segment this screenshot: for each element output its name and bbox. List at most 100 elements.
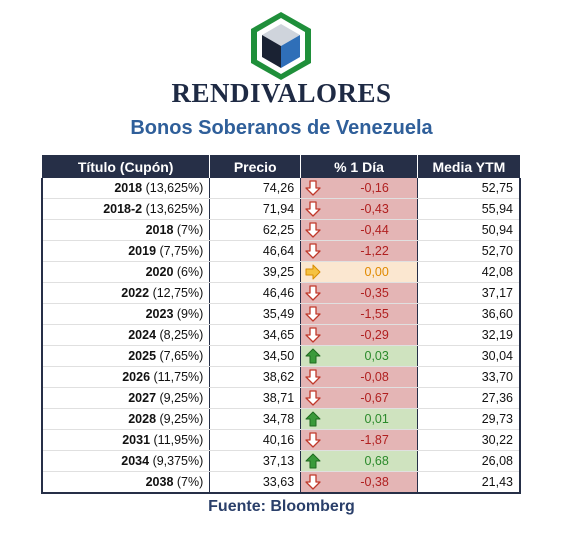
arrow-down-icon [305,369,321,385]
bond-year: 2023 [145,307,174,321]
bond-title-cell: 2024 (8,25%) [41,324,210,346]
bond-mean-ytm: 50,94 [416,219,521,241]
bond-coupon: (9,25%) [156,412,204,426]
bond-mean-ytm: 52,70 [416,240,521,262]
table-row: 2026 (11,75%) 38,62 -0,08 33,70 [41,366,521,388]
bond-change-cell: 0,01 [300,408,418,430]
bond-title-cell: 2018 (13,625%) [41,178,210,199]
bond-mean-ytm: 27,36 [416,387,521,409]
bond-change-value: -0,44 [360,223,389,237]
bond-title-cell: 2031 (11,95%) [41,429,210,451]
arrow-down-icon [305,201,321,217]
bond-title-cell: 2025 (7,65%) [41,345,210,367]
bond-year: 2018 [114,181,143,195]
bond-coupon: (13,625%) [142,202,204,216]
bond-mean-ytm: 30,04 [416,345,521,367]
bond-mean-ytm: 21,43 [416,471,521,494]
bond-change-cell: -1,87 [300,429,418,451]
bond-mean-ytm: 33,70 [416,366,521,388]
table-row: 2028 (9,25%) 34,78 0,01 29,73 [41,408,521,430]
bond-price: 35,49 [209,303,301,325]
arrow-down-icon [305,243,321,259]
bond-year: 2038 [145,475,174,489]
bond-change-value: -1,22 [360,244,389,258]
bond-year: 2024 [128,328,157,342]
table-row: 2022 (12,75%) 46,46 -0,35 37,17 [41,282,521,304]
bond-title-cell: 2022 (12,75%) [41,282,210,304]
header-mean-ytm: Media YTM [416,155,520,178]
table-row: 2031 (11,95%) 40,16 -1,87 30,22 [41,429,521,451]
bond-coupon: (9%) [173,307,204,321]
bond-change-cell: -0,67 [300,387,418,409]
table-row: 2038 (7%) 33,63 -0,38 21,43 [41,471,521,494]
bond-price: 34,65 [209,324,301,346]
bond-title-cell: 2023 (9%) [41,303,210,325]
table-header-row: Título (Cupón) Precio % 1 Día Media YTM [42,155,520,178]
bond-mean-ytm: 55,94 [416,198,521,220]
bond-mean-ytm: 37,17 [416,282,521,304]
bond-mean-ytm: 26,08 [416,450,521,472]
bond-change-value: -1,55 [360,307,389,321]
bond-coupon: (8,25%) [156,328,204,342]
bond-mean-ytm: 36,60 [416,303,521,325]
arrow-down-icon [305,222,321,238]
bond-change-value: -1,87 [360,433,389,447]
arrow-up-icon [305,411,321,427]
bond-coupon: (6%) [173,265,204,279]
table-row: 2034 (9,375%) 37,13 0,68 26,08 [41,450,521,472]
bond-year: 2031 [122,433,151,447]
bond-change-value: -0,38 [360,475,389,489]
bond-coupon: (13,625%) [142,181,204,195]
bond-price: 33,63 [209,471,301,494]
bond-change-cell: -0,08 [300,366,418,388]
arrow-down-icon [305,474,321,490]
table-row: 2025 (7,65%) 34,50 0,03 30,04 [41,345,521,367]
bond-coupon: (11,75%) [150,370,204,384]
bond-price: 37,13 [209,450,301,472]
bond-change-value: -0,43 [360,202,389,216]
bond-change-cell: 0,68 [300,450,418,472]
bond-price: 46,46 [209,282,301,304]
bond-mean-ytm: 30,22 [416,429,521,451]
bond-price: 40,16 [209,429,301,451]
bond-price: 62,25 [209,219,301,241]
bond-mean-ytm: 32,19 [416,324,521,346]
bond-coupon: (9,375%) [149,454,204,468]
bond-change-cell: -1,55 [300,303,418,325]
table-row: 2018 (7%) 62,25 -0,44 50,94 [41,219,521,241]
bond-change-cell: -0,44 [300,219,418,241]
bond-year: 2018-2 [103,202,143,216]
bond-year: 2027 [128,391,157,405]
bond-title-cell: 2027 (9,25%) [41,387,210,409]
bond-change-cell: -0,29 [300,324,418,346]
bond-change-value: 0,03 [364,349,389,363]
bond-title-cell: 2020 (6%) [41,261,210,283]
brand-name: RENDIVALORES [171,78,392,108]
bond-change-cell: -1,22 [300,240,418,262]
arrow-down-icon [305,390,321,406]
bond-change-cell: 0,00 [300,261,418,283]
bond-coupon: (7,65%) [156,349,204,363]
bond-title-cell: 2038 (7%) [41,471,210,494]
table-row: 2018-2 (13,625%) 71,94 -0,43 55,94 [41,198,521,220]
bond-title-cell: 2018-2 (13,625%) [41,198,210,220]
arrow-down-icon [305,327,321,343]
arrow-up-icon [305,453,321,469]
bond-change-value: -0,29 [360,328,389,342]
bond-price: 34,50 [209,345,301,367]
bond-change-value: 0,01 [364,412,389,426]
bond-mean-ytm: 29,73 [416,408,521,430]
bond-change-value: -0,67 [360,391,389,405]
arrow-right-icon [305,264,321,280]
bond-change-cell: -0,43 [300,198,418,220]
arrow-up-icon [305,348,321,364]
page-title: Bonos Soberanos de Venezuela [130,117,433,139]
bonds-table: Título (Cupón) Precio % 1 Día Media YTM … [41,155,521,494]
table-row: 2027 (9,25%) 38,71 -0,67 27,36 [41,387,521,409]
bond-year: 2019 [128,244,157,258]
bond-change-value: -0,35 [360,286,389,300]
table-row: 2024 (8,25%) 34,65 -0,29 32,19 [41,324,521,346]
bond-price: 74,26 [209,178,301,199]
table-row: 2023 (9%) 35,49 -1,55 36,60 [41,303,521,325]
bond-price: 38,71 [209,387,301,409]
